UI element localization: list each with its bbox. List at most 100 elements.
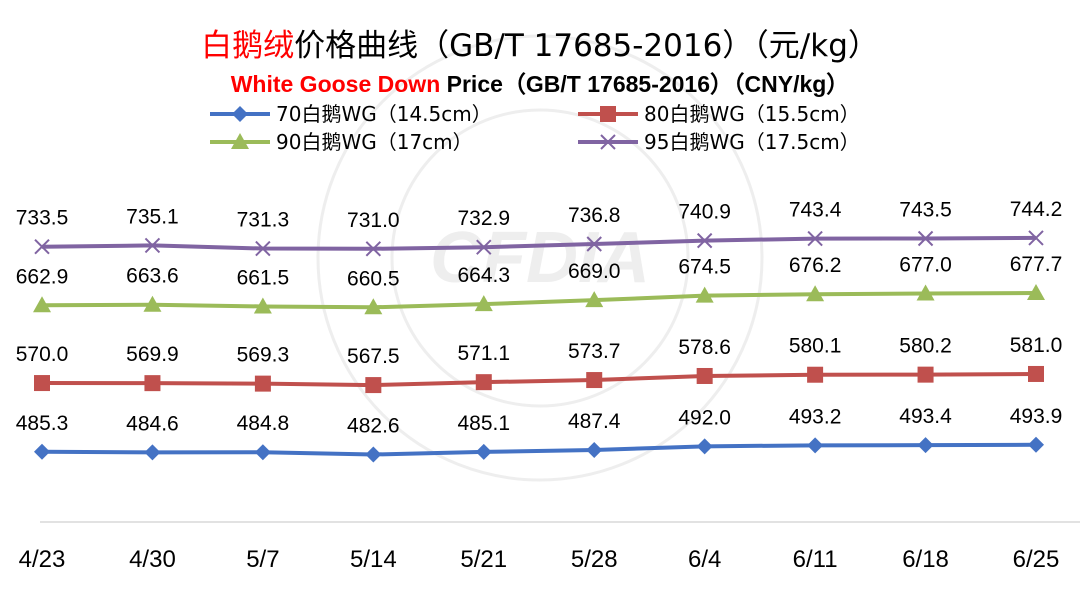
data-label: 676.2 [789,254,842,277]
chart-title-english-highlight: White Goose Down [231,71,441,97]
legend-item: 90白鹅WG（17cm） [210,130,473,154]
data-label: 487.4 [568,410,621,433]
data-label: 660.5 [347,267,400,290]
data-label: 677.7 [1010,253,1063,276]
chart-title-english: White Goose Down Price（GB/T 17685-2016）（… [231,71,850,97]
data-label: 493.9 [1010,405,1063,428]
data-point-marker [917,366,934,383]
data-label: 578.6 [678,336,731,359]
data-point-marker [34,375,50,392]
data-label: 743.5 [899,199,952,222]
data-point-marker [254,375,271,392]
data-label: 580.1 [789,335,842,358]
legend-marker [600,106,616,122]
legend-marker [232,106,248,122]
series-layer: 485.3 484.6 484.8 482.6 485.1 487.4 492.0 493.2… [16,198,1063,463]
data-point-marker [586,442,603,459]
data-label: 493.4 [899,405,952,428]
data-point-marker [475,374,492,391]
association-watermark-seal: CFDIA [316,34,764,482]
x-tick-label: 4/30 [129,546,176,573]
data-point-marker [586,236,602,252]
data-label: 736.8 [568,204,621,227]
data-point-marker [585,291,604,308]
data-point-marker [144,375,161,392]
data-label: 740.9 [678,201,731,224]
data-point-marker [917,437,934,454]
data-point-marker [255,240,271,257]
data-point-marker [1028,230,1044,246]
data-point-marker [917,230,934,247]
legend-item: 70白鹅WG（14.5cm） [210,102,492,126]
x-tick-label: 6/18 [902,546,949,573]
data-point-marker [365,446,382,463]
data-label: 482.6 [347,415,400,438]
data-point-marker [807,437,824,454]
data-point-marker [586,372,603,389]
data-label: 573.7 [568,340,621,363]
data-label: 484.6 [126,412,179,435]
data-point-marker [695,286,714,303]
data-point-marker [253,297,272,314]
data-point-marker [144,444,161,461]
data-point-marker [254,444,271,461]
legend-label: 95白鹅WG（17.5cm） [644,130,860,154]
x-tick-label: 5/14 [350,546,397,573]
data-label: 569.9 [126,343,179,366]
legend-marker [600,134,616,150]
data-point-marker [365,241,382,257]
data-label: 662.9 [16,265,69,288]
series-2: 570.0 569.9 569.3 567.5 571.1 573.7 578.6 580.1… [16,334,1063,394]
data-point-marker [1028,365,1044,382]
legend-label: 90白鹅WG（17cm） [276,130,473,154]
x-tick-label: 6/11 [793,546,838,573]
data-point-marker [696,438,713,455]
data-point-marker [696,232,713,249]
chart-title-english-rest: Price（GB/T 17685-2016）（CNY/kg） [440,71,849,97]
data-label: 493.2 [789,405,842,428]
data-label: 661.5 [237,266,290,289]
data-label: 735.1 [126,205,179,228]
data-label: 744.2 [1010,198,1063,221]
data-label: 664.3 [457,264,510,287]
chart-title-chinese: 白鹅绒价格曲线（GB/T 17685-2016）（元/kg） [201,28,879,64]
chart-title-chinese-rest: 价格曲线（GB/T 17685-2016）（元/kg） [294,28,879,64]
data-label: 732.9 [457,207,510,230]
x-tick-label: 4/23 [19,546,66,573]
x-axis-labels: 4/23 4/30 5/7 5/14 5/21 5/28 6/4 6/11 6/18 6/25 [19,546,1060,573]
data-point-marker [475,443,492,460]
data-point-marker [806,285,825,302]
data-point-marker [916,284,935,301]
data-point-marker [143,295,162,312]
data-point-marker [807,366,824,383]
data-label: 570.0 [16,343,69,366]
data-label: 669.0 [568,260,621,283]
data-point-marker [1028,436,1044,453]
data-label: 571.1 [457,342,510,365]
chart-title-chinese-highlight: 白鹅绒 [201,28,294,64]
data-point-marker [33,296,51,313]
legend-label: 70白鹅WG（14.5cm） [276,102,492,126]
data-label: 492.0 [678,406,731,429]
data-point-marker [474,295,493,312]
data-label: 484.8 [237,412,290,435]
x-tick-label: 5/21 [460,546,507,573]
data-label: 485.3 [16,412,69,435]
legend-item: 80白鹅WG（15.5cm） [578,102,860,126]
series-line [41,235,1037,251]
data-point-marker [34,443,50,460]
data-label: 663.6 [126,265,179,288]
data-point-marker [34,239,50,255]
data-label: 580.2 [899,335,952,358]
data-label: 674.5 [678,256,731,279]
data-label: 743.4 [789,199,842,222]
data-point-marker [1027,283,1045,300]
data-label: 677.0 [899,254,952,277]
chart-legend: 70白鹅WG（14.5cm） 80白鹅WG（15.5cm） 90白鹅WG（17cm）… [210,102,860,154]
data-label: 581.0 [1010,334,1063,357]
data-point-marker [144,237,161,254]
data-point-marker [365,377,382,394]
legend-item: 95白鹅WG（17.5cm） [578,130,860,154]
